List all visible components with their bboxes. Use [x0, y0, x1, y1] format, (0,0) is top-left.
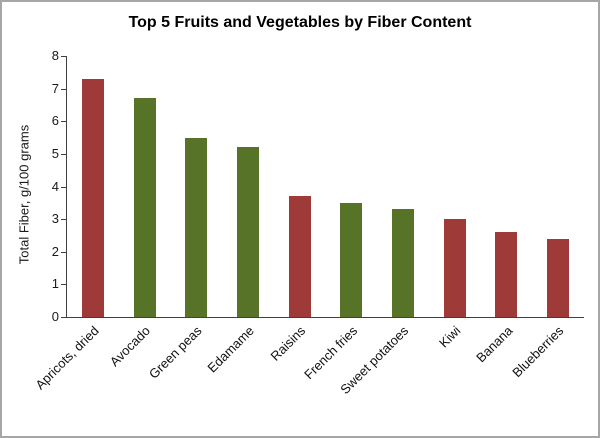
bar [340, 202, 363, 317]
y-tick-label: 0 [51, 309, 59, 324]
y-tick-label: 7 [51, 80, 59, 96]
y-tick-mark [61, 219, 66, 221]
x-axis-labels: Apricots, dried Avocado Green peas Edamame R… [32, 323, 584, 433]
y-tick-mark [61, 121, 66, 123]
chart-title: Top 5 Fruits and Vegetables by Fiber Con… [128, 14, 472, 31]
bar [185, 137, 208, 317]
bar [495, 232, 518, 317]
y-tick-label: 8 [51, 48, 59, 63]
bar [133, 98, 156, 317]
plot-area: 0 1 2 3 4 5 6 7 8 Apricots, dried Avocado Green pe… [32, 49, 584, 397]
x-tick-label: Raisins [267, 323, 309, 364]
bar [443, 219, 466, 317]
y-tick-label: 6 [51, 113, 59, 129]
y-axis-label: Total Fiber, g/100 grams [16, 124, 32, 265]
bar [288, 196, 311, 317]
x-tick-label: Apricots, dried [32, 323, 102, 393]
y-tick-mark [61, 251, 66, 253]
x-tick-label: Blueberries [509, 323, 567, 381]
y-tick-mark [61, 153, 66, 155]
x-tick-label: Green peas [146, 323, 205, 382]
y-tick-mark [61, 317, 66, 318]
bar [547, 238, 570, 317]
bar [392, 209, 415, 317]
y-tick-label: 4 [51, 178, 59, 194]
y-tick-label: 5 [51, 145, 59, 161]
y-tick-label: 2 [51, 243, 59, 259]
y-tick-mark [61, 56, 66, 57]
x-tick-label: Avocado [106, 323, 154, 370]
bar [236, 147, 259, 317]
y-tick-label: 3 [51, 211, 59, 227]
y-tick-mark [61, 88, 66, 90]
bar [81, 78, 104, 317]
y-tick-mark [61, 186, 66, 188]
x-tick-label: Edamame [204, 323, 257, 376]
x-tick-label: Banana [472, 323, 516, 366]
x-tick-label: Kiwi [435, 323, 464, 351]
y-tick-label: 1 [51, 276, 59, 292]
y-tick-mark [61, 284, 66, 286]
